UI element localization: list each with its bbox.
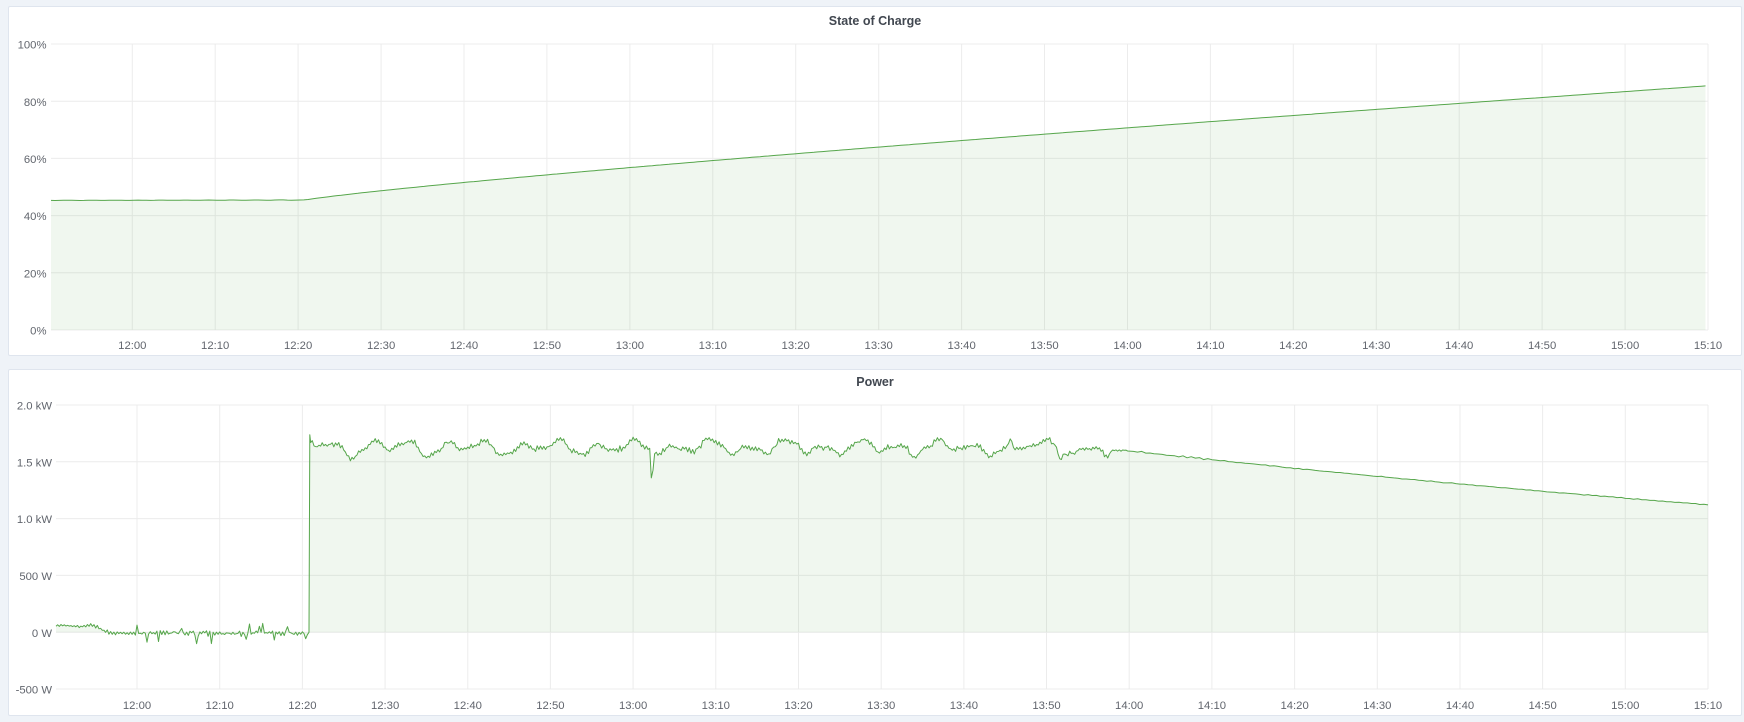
svg-text:15:10: 15:10 [1694, 700, 1722, 712]
svg-text:13:00: 13:00 [616, 340, 644, 352]
svg-text:14:10: 14:10 [1196, 340, 1224, 352]
svg-text:12:10: 12:10 [206, 700, 234, 712]
svg-text:1.5 kW: 1.5 kW [17, 457, 52, 469]
svg-text:12:30: 12:30 [367, 340, 395, 352]
svg-text:12:40: 12:40 [450, 340, 478, 352]
svg-text:2.0 kW: 2.0 kW [17, 401, 52, 413]
svg-text:15:00: 15:00 [1611, 700, 1639, 712]
svg-text:14:40: 14:40 [1445, 340, 1473, 352]
svg-text:15:00: 15:00 [1611, 340, 1639, 352]
svg-text:13:20: 13:20 [782, 340, 810, 352]
svg-text:12:10: 12:10 [201, 340, 229, 352]
svg-text:80%: 80% [24, 97, 47, 109]
svg-text:500 W: 500 W [19, 571, 52, 583]
svg-text:20%: 20% [24, 268, 47, 280]
svg-text:14:50: 14:50 [1528, 700, 1556, 712]
svg-text:13:50: 13:50 [1032, 700, 1060, 712]
svg-text:0 W: 0 W [32, 628, 52, 640]
svg-text:1.0 kW: 1.0 kW [17, 514, 52, 526]
svg-text:60%: 60% [24, 154, 47, 166]
svg-text:14:20: 14:20 [1279, 340, 1307, 352]
svg-text:14:30: 14:30 [1362, 340, 1390, 352]
svg-text:100%: 100% [18, 40, 47, 52]
svg-text:13:40: 13:40 [947, 340, 975, 352]
svg-text:12:50: 12:50 [536, 700, 564, 712]
svg-text:14:00: 14:00 [1113, 340, 1141, 352]
svg-text:15:10: 15:10 [1694, 340, 1722, 352]
svg-text:12:00: 12:00 [123, 700, 151, 712]
svg-text:0%: 0% [30, 326, 46, 338]
svg-text:14:20: 14:20 [1280, 700, 1308, 712]
svg-text:13:30: 13:30 [867, 700, 895, 712]
svg-text:13:00: 13:00 [619, 700, 647, 712]
svg-text:14:50: 14:50 [1528, 340, 1556, 352]
svg-text:40%: 40% [24, 211, 47, 223]
svg-text:12:20: 12:20 [284, 340, 312, 352]
svg-text:12:50: 12:50 [533, 340, 561, 352]
svg-text:12:30: 12:30 [371, 700, 399, 712]
svg-text:13:40: 13:40 [950, 700, 978, 712]
svg-text:12:00: 12:00 [118, 340, 146, 352]
svg-text:14:10: 14:10 [1198, 700, 1226, 712]
svg-text:13:50: 13:50 [1030, 340, 1058, 352]
svg-text:13:10: 13:10 [699, 340, 727, 352]
svg-text:14:40: 14:40 [1446, 700, 1474, 712]
svg-text:14:00: 14:00 [1115, 700, 1143, 712]
svg-text:12:40: 12:40 [454, 700, 482, 712]
svg-text:12:20: 12:20 [288, 700, 316, 712]
svg-text:-500 W: -500 W [16, 685, 53, 697]
svg-text:13:20: 13:20 [784, 700, 812, 712]
svg-text:14:30: 14:30 [1363, 700, 1391, 712]
svg-text:13:10: 13:10 [702, 700, 730, 712]
svg-text:13:30: 13:30 [865, 340, 893, 352]
